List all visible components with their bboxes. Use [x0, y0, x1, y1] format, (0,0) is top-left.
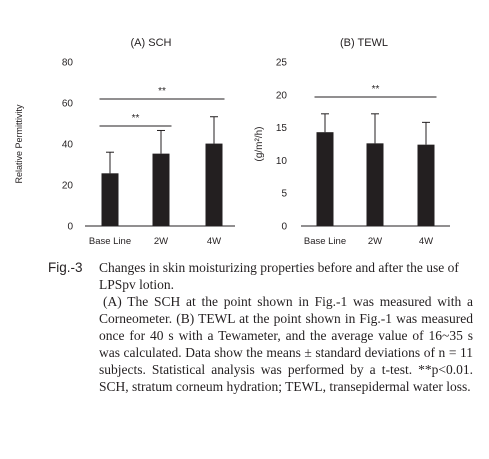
chart-b-bar [316, 132, 334, 226]
chart-b-bar [417, 144, 435, 226]
chart-b-sig-label: ** [372, 84, 380, 95]
chart-a-sig-label: ** [132, 113, 140, 124]
chart-a-ytick: 40 [62, 140, 74, 151]
chart-b-ylabel: (g/m²/h) [254, 127, 265, 162]
chart-b-ytick: 0 [281, 222, 287, 233]
chart-b-ytick: 25 [276, 58, 288, 69]
caption-title: Changes in skin moisturizing properties … [99, 260, 459, 292]
chart-b-xtick: Base Line [304, 236, 346, 247]
chart-b-ytick: 15 [276, 123, 288, 134]
chart-b-ytick: 5 [281, 189, 287, 200]
chart-a-ylabel: Relative Permittivity [14, 104, 24, 184]
chart-b-tewl: (B) TEWL (g/m²/h) 0 5 10 15 20 25 Base Line 2W 4W *… [254, 37, 450, 247]
chart-a-xtick: 4W [207, 236, 221, 247]
chart-a-title: (A) SCH [131, 37, 172, 49]
figure-charts: (A) SCH Relative Permittivity 0 20 40 60 80 Bas… [14, 37, 450, 247]
figure-label: Fig.-3 [48, 260, 83, 275]
chart-b-bar [366, 143, 384, 226]
chart-a-xtick: Base Line [89, 236, 131, 247]
chart-a-ytick: 60 [62, 99, 74, 110]
chart-a-sch: (A) SCH Relative Permittivity 0 20 40 60 80 Bas… [14, 37, 235, 247]
chart-b-title: (B) TEWL [340, 37, 388, 49]
chart-a-ytick: 80 [62, 58, 74, 69]
caption-body: (A) The SCH at the point shown in Fig.-1… [99, 294, 473, 394]
chart-a-sig-label: ** [158, 86, 166, 97]
chart-b-xtick: 2W [368, 236, 382, 247]
chart-b-xtick: 4W [419, 236, 433, 247]
chart-a-bar [152, 153, 170, 226]
chart-a-bar [205, 143, 223, 226]
figure-caption: Fig.-3 Changes in skin moisturizing prop… [48, 259, 473, 395]
chart-a-xtick: 2W [154, 236, 168, 247]
chart-b-ytick: 10 [276, 156, 288, 167]
chart-b-ytick: 20 [276, 90, 288, 101]
chart-a-ytick: 20 [62, 181, 74, 192]
chart-a-bar [101, 173, 119, 226]
chart-a-ytick: 0 [67, 222, 73, 233]
